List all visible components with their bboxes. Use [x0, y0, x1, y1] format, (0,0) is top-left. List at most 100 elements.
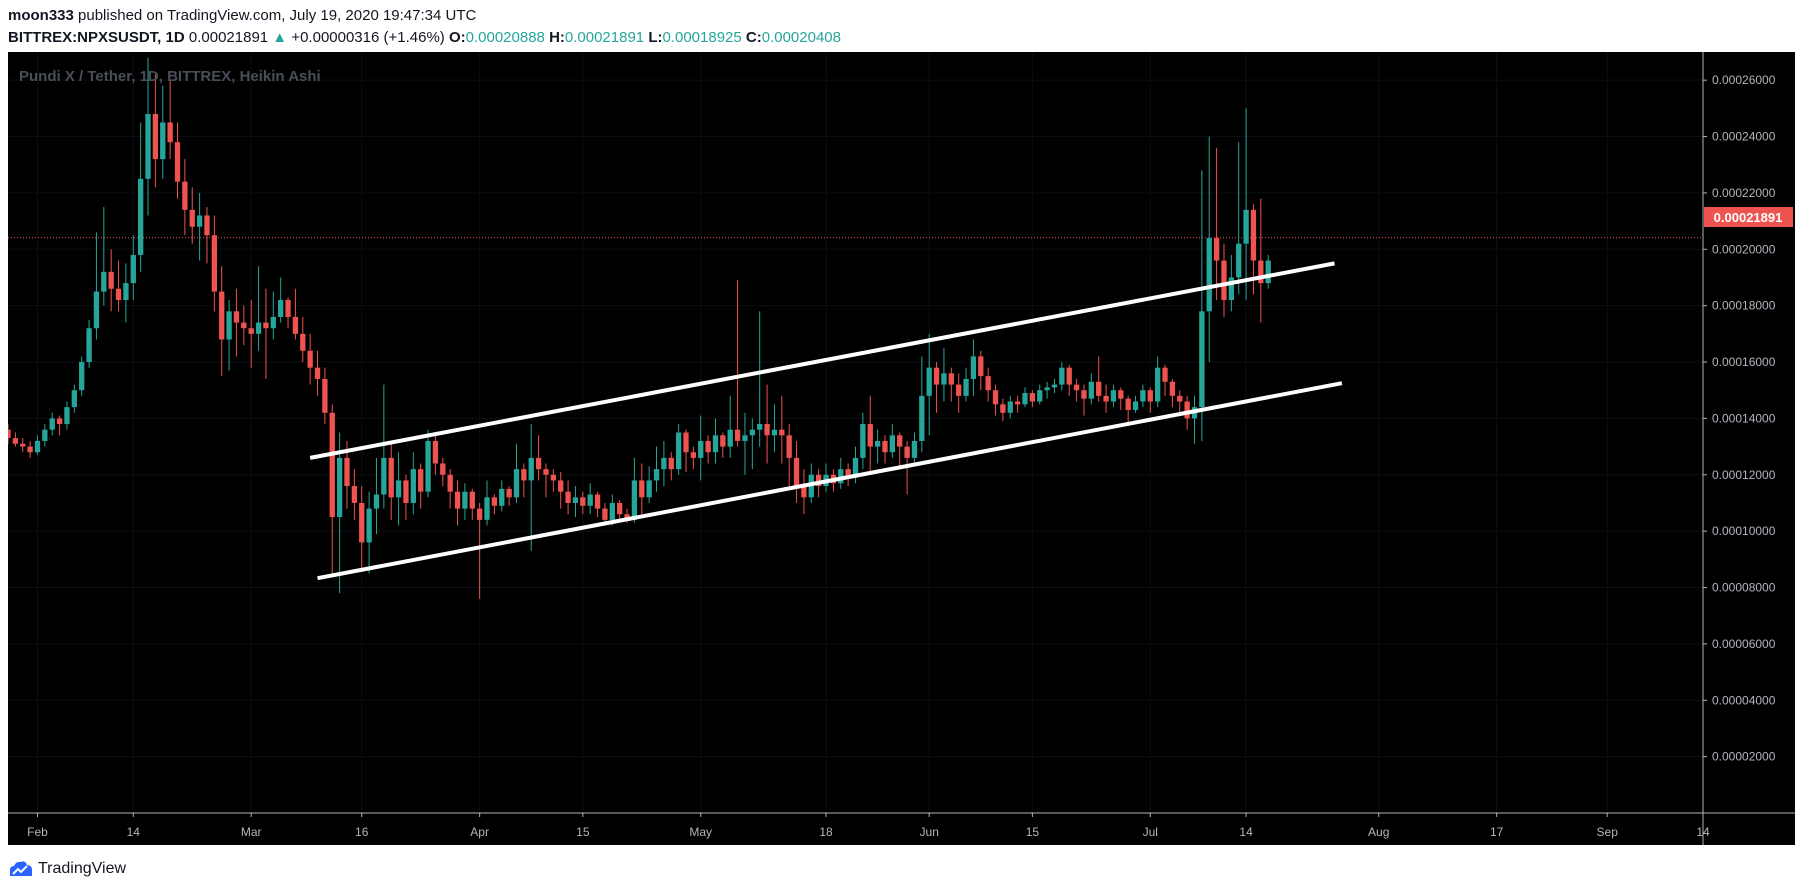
- candle-body: [565, 491, 571, 503]
- price-chart[interactable]: 0.00002000 0.00004000 0.00006000 0.00008000…: [8, 52, 1795, 845]
- candle-body: [71, 390, 77, 408]
- candle-body: [889, 435, 896, 453]
- candle-body: [108, 271, 114, 289]
- candle-body: [845, 469, 851, 478]
- candle-body: [617, 502, 623, 515]
- channel-trendline: [309, 261, 1335, 460]
- candle-body: [734, 429, 741, 441]
- channel-layer[interactable]: [309, 261, 1343, 581]
- candle-body: [521, 469, 527, 481]
- x-tick-label: 15: [1026, 825, 1040, 839]
- y-tick-label: 0.00014000: [1712, 411, 1776, 425]
- candle-body: [226, 311, 232, 340]
- close-value: 0.00020408: [761, 29, 841, 46]
- tradingview-brand[interactable]: TradingView: [8, 860, 126, 878]
- close-label: C:: [745, 29, 762, 46]
- candle-body: [882, 440, 888, 453]
- y-tick-label: 0.00018000: [1712, 299, 1776, 313]
- candle-body: [919, 395, 925, 441]
- candle-body: [646, 480, 652, 498]
- y-tick-label: 0.00026000: [1712, 73, 1776, 87]
- candle-body: [860, 424, 866, 458]
- time-axis[interactable]: Feb 14 Mar 16 Apr 15 May 18 Jun 15 Jul 14 Aug 17 Sep 14: [27, 813, 1710, 839]
- high-label: H:: [549, 29, 565, 46]
- candle-body: [403, 480, 409, 503]
- candle-body: [410, 469, 416, 503]
- candle-body: [344, 457, 350, 487]
- candle-body: [683, 432, 689, 453]
- candle-body: [395, 480, 402, 498]
- candle-body: [801, 486, 807, 498]
- x-tick-label: 15: [576, 825, 590, 839]
- candle-body: [314, 367, 321, 379]
- candle-body: [948, 373, 954, 385]
- channel-trendline: [317, 381, 1343, 581]
- publish-info: moon333 published on TradingView.com, Ju…: [8, 7, 476, 24]
- candle-body: [1213, 238, 1220, 261]
- candle-body: [675, 432, 682, 470]
- candle-body: [219, 291, 225, 340]
- y-tick-label: 0.00016000: [1712, 355, 1776, 369]
- x-tick-label: Apr: [470, 825, 489, 839]
- candle-body: [1177, 395, 1183, 402]
- candle-body: [572, 497, 579, 503]
- candle-body: [49, 418, 55, 430]
- author-name[interactable]: moon333: [8, 7, 74, 24]
- candle-body: [241, 322, 247, 329]
- candle-body: [27, 446, 33, 453]
- candle-body: [130, 254, 136, 284]
- candle-body: [196, 215, 203, 227]
- symbol-name[interactable]: BITTREX:NPXSUSDT, 1D: [8, 29, 185, 46]
- candle-body: [1029, 393, 1036, 402]
- candle-body: [639, 480, 645, 498]
- candle-body: [690, 452, 697, 458]
- candle-body: [1081, 390, 1087, 399]
- candle-body: [322, 378, 328, 413]
- candle-body: [1037, 390, 1043, 402]
- candle-body: [1051, 384, 1058, 388]
- candle-body: [160, 122, 166, 160]
- candle-body: [668, 457, 674, 470]
- candle-body: [484, 497, 490, 520]
- x-tick-label: 14: [1696, 825, 1710, 839]
- candle-body: [705, 440, 711, 453]
- candle-body: [1140, 390, 1146, 402]
- candle-body: [528, 457, 534, 481]
- candle-body: [1059, 367, 1065, 385]
- candle-body: [956, 384, 962, 396]
- x-tick-label: Sep: [1597, 825, 1619, 839]
- candle-body: [838, 469, 844, 484]
- candle-body: [351, 486, 358, 503]
- candle-body: [145, 114, 151, 179]
- candle-body: [558, 480, 564, 492]
- candle-body: [978, 356, 984, 377]
- x-tick-label: Mar: [241, 825, 262, 839]
- candle-body: [123, 283, 129, 301]
- candle-body: [698, 440, 704, 458]
- open-label: O:: [448, 29, 466, 46]
- candle-body: [278, 300, 284, 317]
- candle-body: [359, 502, 365, 543]
- candle-body: [727, 429, 733, 447]
- y-tick-label: 0.00024000: [1712, 130, 1776, 144]
- candle-body: [897, 435, 903, 447]
- x-tick-label: Feb: [27, 825, 48, 839]
- y-tick-label: 0.00010000: [1712, 524, 1776, 538]
- candle-body: [1154, 367, 1161, 402]
- price-axis[interactable]: 0.00002000 0.00004000 0.00006000 0.00008000…: [1703, 73, 1776, 764]
- candle-body: [8, 429, 11, 439]
- candle-body: [211, 235, 218, 292]
- candle-body: [1044, 387, 1050, 391]
- candle-body: [926, 367, 932, 396]
- candle-body: [1162, 367, 1168, 382]
- candle-body: [1250, 209, 1257, 261]
- open-value: 0.00020888: [465, 29, 545, 46]
- candle-body: [867, 424, 873, 447]
- y-tick-label: 0.00004000: [1712, 693, 1776, 707]
- y-tick-label: 0.00020000: [1712, 242, 1776, 256]
- candle-body: [425, 440, 431, 492]
- candle-body: [742, 435, 748, 441]
- candle-body: [985, 376, 991, 391]
- candle-body: [624, 514, 630, 520]
- candle-body: [20, 443, 26, 447]
